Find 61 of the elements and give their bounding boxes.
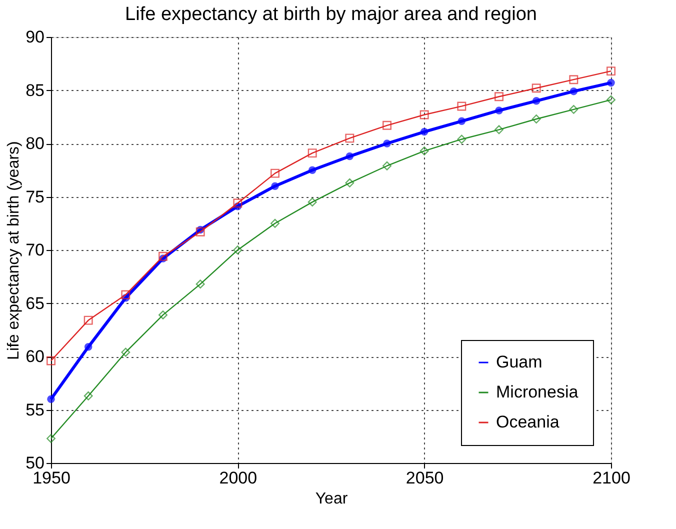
point <box>121 290 130 300</box>
point <box>196 280 205 289</box>
point <box>271 182 279 190</box>
point <box>382 161 392 170</box>
point <box>532 84 541 93</box>
point <box>308 166 316 174</box>
point <box>494 125 504 134</box>
x-tick-label: 2100 <box>592 468 630 488</box>
point <box>420 128 428 136</box>
y-tick-label: 55 <box>26 400 44 420</box>
point <box>270 168 280 178</box>
point <box>46 356 56 366</box>
point <box>308 198 317 207</box>
legend-label: Oceania <box>496 412 560 432</box>
y-tick-label: 75 <box>26 187 44 206</box>
point <box>606 95 616 104</box>
y-tick-label: 80 <box>26 134 44 153</box>
point <box>532 114 541 124</box>
y-tick-label: 60 <box>26 347 44 366</box>
point <box>270 218 280 228</box>
point <box>420 110 429 120</box>
point <box>346 152 354 160</box>
point <box>382 120 392 130</box>
x-tick-label: 2000 <box>219 468 258 488</box>
point <box>84 343 92 351</box>
point <box>569 104 578 114</box>
point <box>158 252 168 261</box>
point <box>308 148 317 158</box>
chart-title: Life expectancy at birth by major area and region <box>125 4 537 25</box>
point <box>457 134 466 144</box>
y-tick-label: 65 <box>26 294 44 313</box>
point <box>420 146 429 156</box>
y-axis-title: Life expectancy at birth (years) <box>6 141 23 360</box>
x-tick-label: 2050 <box>406 468 444 488</box>
point <box>606 66 616 76</box>
point <box>570 87 578 96</box>
point <box>569 75 578 84</box>
point <box>345 134 354 143</box>
point <box>47 395 55 403</box>
legend-label: Guam <box>496 352 542 372</box>
y-tick-label: 70 <box>26 240 44 260</box>
y-tick-label: 90 <box>26 28 44 46</box>
point <box>121 348 130 357</box>
x-axis-title: Year <box>315 490 348 508</box>
point <box>457 102 466 111</box>
point <box>84 391 93 400</box>
point <box>158 310 168 320</box>
point <box>458 117 466 125</box>
point <box>196 227 205 236</box>
point <box>383 140 391 148</box>
point <box>345 178 354 188</box>
point <box>495 106 503 114</box>
point <box>607 78 615 87</box>
point <box>233 198 242 208</box>
point <box>46 434 56 443</box>
y-tick-label: 85 <box>26 80 44 100</box>
point <box>233 246 242 254</box>
point <box>494 92 504 102</box>
point <box>84 316 93 325</box>
point <box>532 97 540 105</box>
legend-label: Micronesia <box>496 382 579 402</box>
